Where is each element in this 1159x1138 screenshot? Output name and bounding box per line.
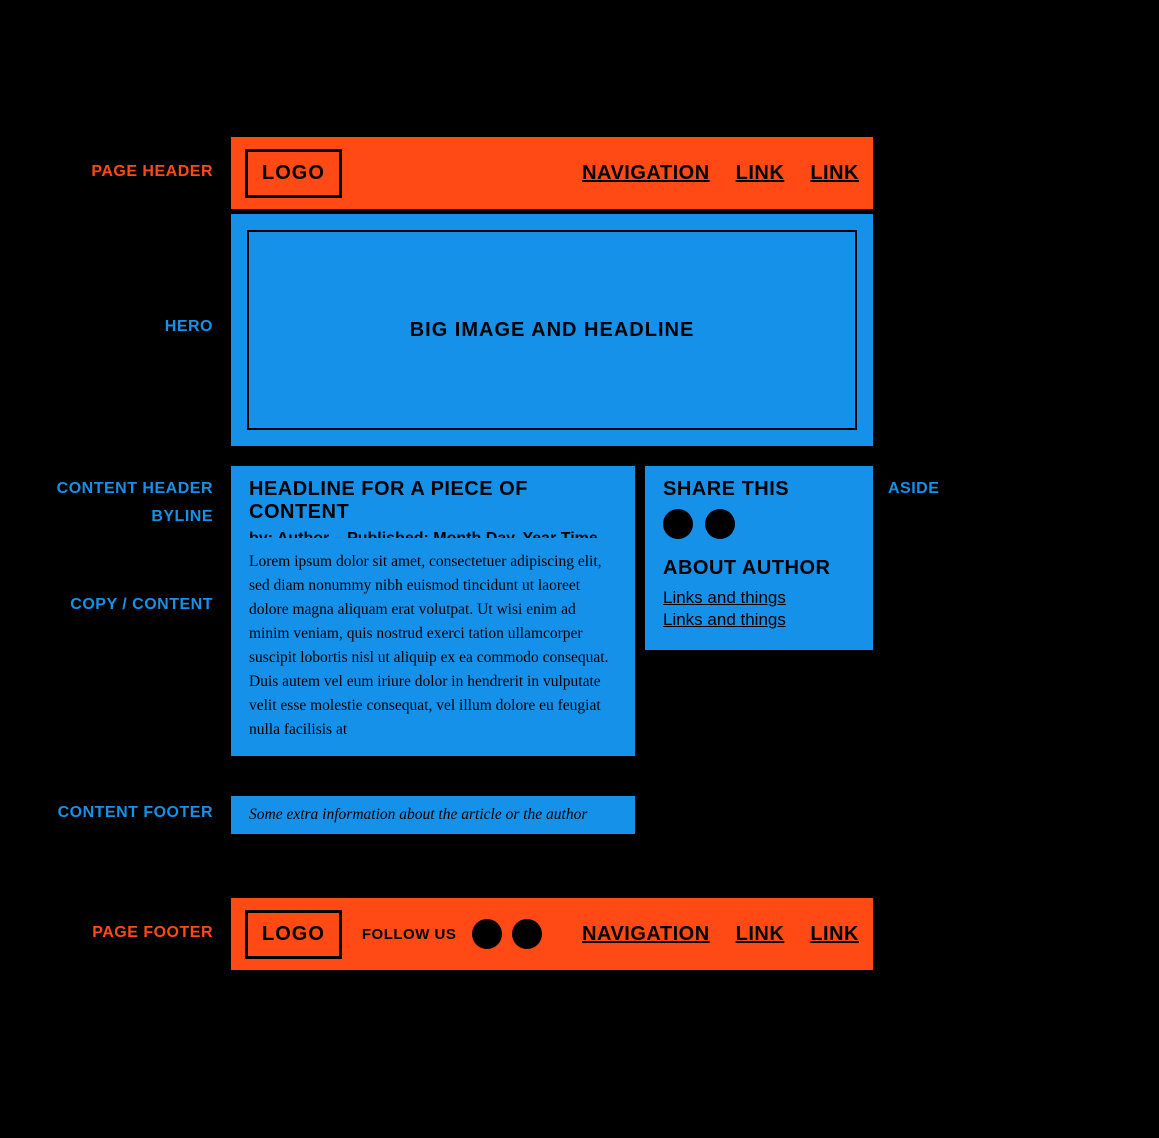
about-author-title: ABOUT AUTHOR [663,557,855,580]
footer-share-icon-2[interactable] [512,919,542,949]
header-nav: NAVIGATION LINK LINK [582,162,859,185]
annotation-byline: BYLINE [151,508,213,526]
annotation-content-header: CONTENT HEADER [57,480,213,498]
footer-share-icon-1[interactable] [472,919,502,949]
aside: SHARE THIS ABOUT AUTHOR Links and things… [645,466,873,650]
author-link-2[interactable]: Links and things [663,610,855,630]
footer-nav-link-1[interactable]: LINK [736,923,785,946]
annotation-hero: HERO [165,318,213,336]
share-icon-2[interactable] [705,509,735,539]
footer-nav-navigation[interactable]: NAVIGATION [582,923,710,946]
footer-nav-link-2[interactable]: LINK [810,923,859,946]
article-copy: Lorem ipsum dolor sit amet, consectetuer… [231,538,635,756]
annotation-content-footer: CONTENT FOOTER [58,804,213,822]
page-footer: LOGO FOLLOW US NAVIGATION LINK LINK [231,898,873,970]
share-title: SHARE THIS [663,478,855,501]
content-footer: Some extra information about the article… [231,796,635,834]
page-header: LOGO NAVIGATION LINK LINK [231,137,873,209]
annotation-aside: ASIDE [888,480,939,498]
header-nav-link-1[interactable]: LINK [736,162,785,185]
hero-text: BIG IMAGE AND HEADLINE [410,319,695,342]
share-icons [663,509,855,539]
hero: BIG IMAGE AND HEADLINE [231,214,873,446]
header-logo[interactable]: LOGO [245,149,342,198]
footer-nav: NAVIGATION LINK LINK [582,923,859,946]
footer-share-icons [472,919,542,949]
article-headline: HEADLINE FOR A PIECE OF CONTENT [249,478,617,524]
annotation-page-footer: PAGE FOOTER [92,924,213,942]
annotation-page-header: PAGE HEADER [91,163,213,181]
annotation-copy: COPY / CONTENT [70,596,213,614]
author-link-1[interactable]: Links and things [663,588,855,608]
follow-us-label: FOLLOW US [362,926,457,943]
share-icon-1[interactable] [663,509,693,539]
hero-image-placeholder: BIG IMAGE AND HEADLINE [247,230,857,430]
header-nav-navigation[interactable]: NAVIGATION [582,162,710,185]
header-nav-link-2[interactable]: LINK [810,162,859,185]
footer-logo[interactable]: LOGO [245,910,342,959]
